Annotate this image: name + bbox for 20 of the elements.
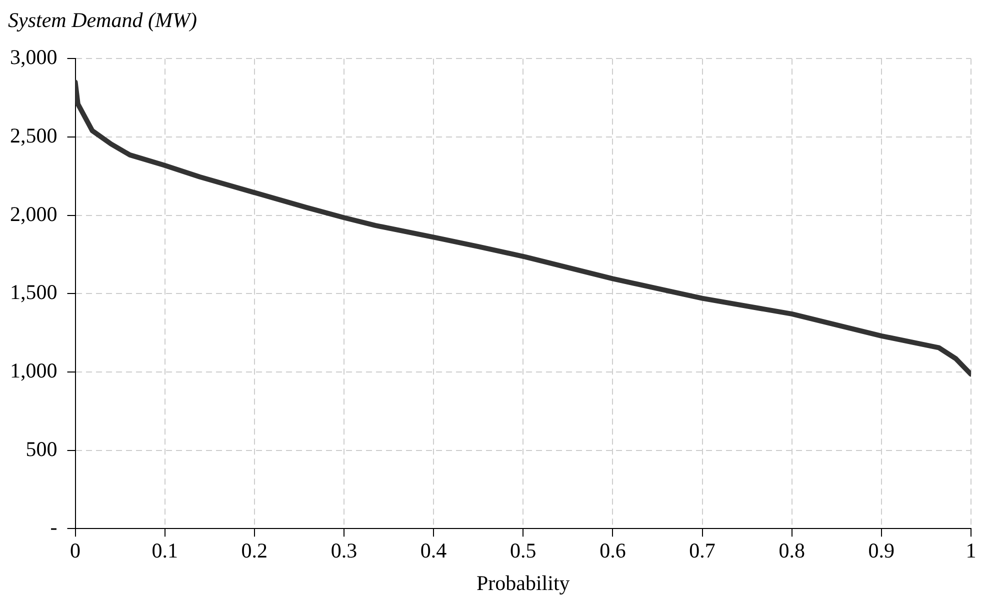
x-tick-label: 0.4 (420, 538, 448, 563)
y-axis-title: System Demand (MW) (8, 8, 197, 33)
y-tick-label: 1,000 (10, 358, 58, 382)
x-tick-label: 0.5 (510, 538, 536, 563)
y-tick-label: 2,500 (10, 123, 58, 148)
x-tick-label: 0.6 (600, 538, 626, 563)
x-tick-label: 0.8 (778, 538, 805, 563)
y-tick-label: 500 (26, 436, 58, 461)
y-tick-label: 2,000 (10, 202, 58, 226)
x-tick-label: 0.9 (868, 538, 895, 563)
x-tick-label: 0.2 (241, 538, 268, 563)
y-tick-label: 3,000 (10, 45, 58, 70)
x-tick-label: 0.7 (689, 538, 716, 563)
x-tick-label: 0 (70, 538, 80, 563)
x-tick-label: 0.3 (330, 538, 358, 563)
x-axis-title: Probability (476, 570, 570, 595)
y-tick-label: - (50, 515, 58, 540)
x-tick-label: 1 (966, 538, 976, 563)
y-tick-label: 1,500 (10, 280, 58, 304)
x-tick-label: 0.1 (152, 538, 178, 563)
